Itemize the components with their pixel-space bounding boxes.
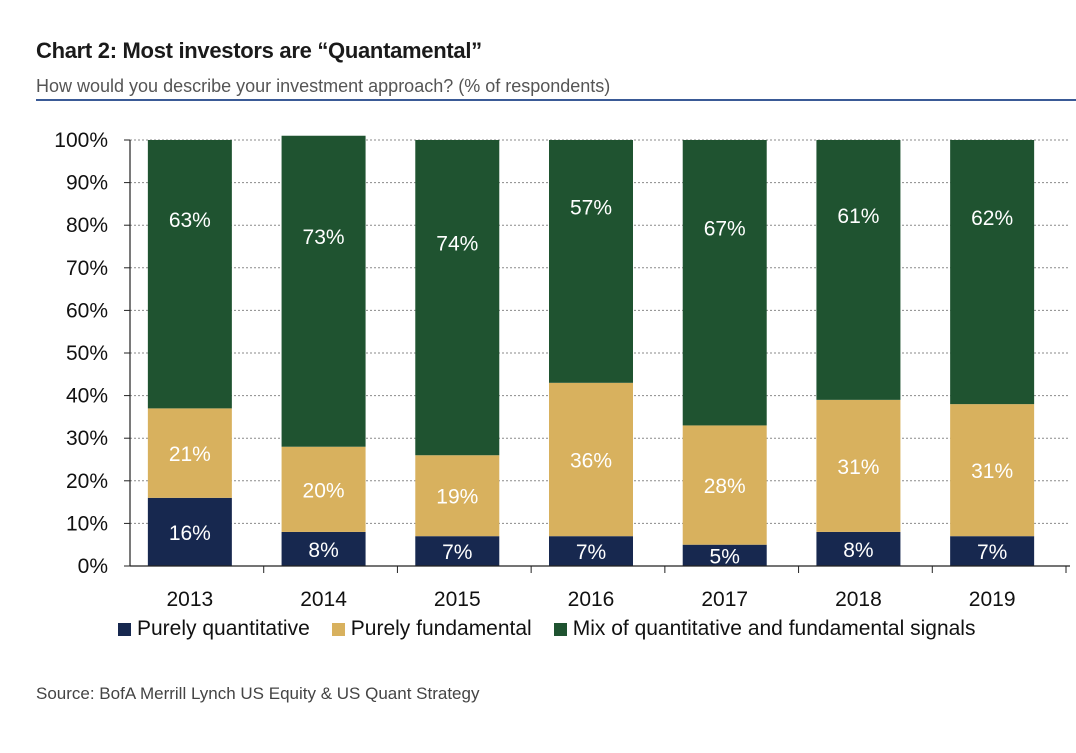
legend-label-fundamental: Purely fundamental (350, 617, 532, 640)
y-tick-label: 60% (66, 299, 108, 322)
title-rule (36, 99, 1076, 101)
data-label: 57% (570, 196, 612, 219)
data-label: 8% (308, 539, 338, 562)
data-label: 31% (971, 460, 1013, 483)
data-label: 16% (169, 522, 211, 545)
y-tick-label: 80% (66, 214, 108, 237)
x-tick-label: 2018 (835, 588, 882, 611)
data-label: 28% (704, 475, 746, 498)
stacked-bar-chart: 0% 10% 20% 30% 40% 50% 60% 70% 80% 90% 100% 16% 21% 6… (54, 129, 1070, 611)
y-tick-label: 10% (66, 512, 108, 535)
source-note: Source: BofA Merrill Lynch US Equity & U… (36, 684, 480, 703)
y-tick-label: 40% (66, 385, 108, 408)
bar-segment (415, 140, 500, 456)
bar-segment (415, 536, 500, 566)
bar-segment (147, 497, 232, 566)
data-label: 61% (837, 205, 879, 228)
bar-segment (816, 140, 901, 400)
data-label: 21% (169, 443, 211, 466)
x-tick-label: 2014 (300, 588, 347, 611)
y-tick-label: 100% (54, 129, 108, 152)
legend-item-mix: Mix of quantitative and fundamental sign… (553, 617, 976, 641)
data-label: 67% (704, 218, 746, 241)
data-label: 73% (303, 226, 345, 249)
data-label: 62% (971, 207, 1013, 230)
y-tick-label: 30% (66, 427, 108, 450)
chart-legend: Purely quantitative Purely fundamental M… (118, 617, 997, 641)
x-tick-label: 2013 (166, 588, 213, 611)
bar-segment (950, 140, 1035, 405)
bar-segment (281, 531, 366, 566)
bar-segment (281, 446, 366, 532)
data-label: 20% (303, 479, 345, 502)
bar-segment (950, 536, 1035, 566)
bar-segment (281, 135, 366, 447)
bar-segment (682, 544, 767, 566)
bar-segment (549, 536, 633, 566)
legend-item-fundamental: Purely fundamental (331, 617, 532, 641)
data-label: 74% (436, 233, 478, 256)
legend-swatch-fundamental (331, 622, 345, 636)
data-label: 7% (576, 541, 606, 564)
y-tick-label: 70% (66, 257, 108, 280)
data-label: 7% (442, 541, 472, 564)
data-label: 7% (977, 541, 1007, 564)
x-tick-label: 2019 (969, 588, 1016, 611)
legend-label-mix: Mix of quantitative and fundamental sign… (572, 617, 976, 640)
bar-segment (147, 140, 232, 409)
bar-segment (682, 140, 767, 426)
chart-subtitle: How would you describe your investment a… (36, 76, 611, 96)
legend-label-quantitative: Purely quantitative (137, 617, 310, 640)
y-tick-label: 50% (66, 342, 108, 365)
y-tick-label: 90% (66, 172, 108, 195)
x-tick-label: 2017 (701, 588, 748, 611)
data-label: 8% (843, 539, 873, 562)
bar-segment (147, 408, 232, 498)
legend-swatch-mix (553, 622, 567, 636)
y-tick-label: 0% (78, 555, 108, 578)
data-label: 5% (710, 545, 740, 568)
legend-item-quantitative: Purely quantitative (118, 617, 310, 641)
data-label: 19% (436, 486, 478, 509)
bar-segment (816, 531, 901, 566)
data-label: 63% (169, 209, 211, 232)
bar-segment (950, 404, 1035, 537)
x-tick-label: 2015 (434, 588, 481, 611)
data-label: 36% (570, 450, 612, 473)
bar-segment (549, 140, 633, 383)
bar-segment (415, 455, 500, 537)
bar-segment (816, 399, 901, 532)
bar-segment (682, 425, 767, 545)
chart-title: Chart 2: Most investors are “Quantamenta… (36, 38, 482, 63)
y-tick-label: 20% (66, 470, 108, 493)
data-label: 31% (837, 456, 879, 479)
x-tick-label: 2016 (568, 588, 615, 611)
legend-swatch-quantitative (118, 622, 131, 636)
bar-segment (549, 382, 633, 537)
